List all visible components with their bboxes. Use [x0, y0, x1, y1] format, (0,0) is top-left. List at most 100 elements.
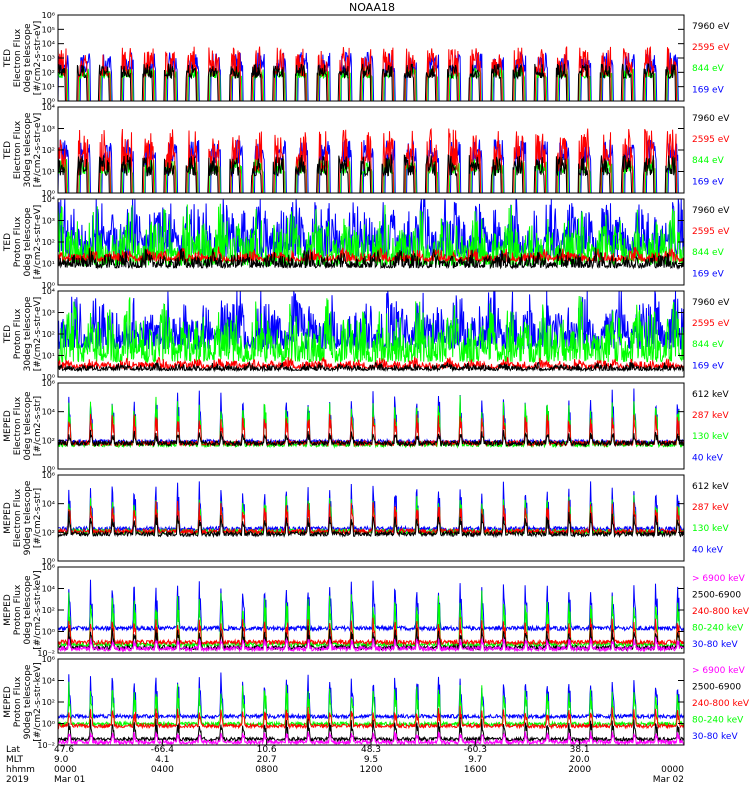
ylabel-line: 0deg telescope: [23, 575, 33, 645]
legend-entry: 7960 eV: [692, 206, 730, 216]
panel-6-frame: [57, 474, 685, 562]
y-tick-label: 10³: [42, 125, 55, 134]
panel-7-ylabel: MEPEDProton Flux0deg telescope[#/cm2-s-s…: [3, 570, 43, 649]
legend-entry: > 6900 keV: [692, 574, 746, 584]
legend-entry: 2595 eV: [692, 43, 730, 53]
y-tick-label: 10²: [42, 606, 55, 615]
ylabel-line: 0deg telescope: [23, 23, 33, 93]
legend-entry: 287 keV: [692, 411, 729, 421]
y-tick-label: 10⁰: [42, 465, 55, 474]
x-tick-label: 47.6: [54, 745, 74, 755]
legend-entry: 40 keV: [692, 453, 724, 463]
ylabel-line: 0deg telescope: [23, 207, 33, 277]
series-line-7960-ev: [58, 360, 684, 373]
series-line-844-ev: [58, 295, 684, 364]
y-tick-label: 10⁰: [42, 373, 55, 382]
series-line-7960-ev: [58, 247, 684, 270]
y-tick-label: 10⁴: [42, 40, 55, 49]
ylabel-line: Proton Flux: [13, 584, 23, 635]
ylabel-line: MEPED: [3, 686, 13, 718]
x-tick-label: 9.5: [364, 755, 378, 765]
x-tick-label: 4.1: [155, 755, 169, 765]
y-tick-label: 10²: [42, 330, 55, 339]
x-tick-label: 10.6: [257, 745, 277, 755]
panel-4-ylabel: TEDProton Flux30deg telescope[#/cm2-s-st…: [3, 296, 43, 371]
series-line-2595-ev: [58, 127, 684, 193]
legend-entry: 2500-6900: [692, 683, 741, 693]
legend-entry: 80-240 keV: [692, 624, 744, 634]
legend-entry: 240-800 keV: [692, 607, 750, 617]
ylabel-line: [#/cm2-s-str-eV]: [33, 21, 43, 96]
y-tick-label: 10⁴: [42, 677, 55, 686]
ylabel-line: 30deg telescope: [23, 112, 33, 187]
y-tick-label: 10⁰: [42, 720, 55, 729]
ylabel-line: MEPED: [3, 410, 13, 442]
ylabel-line: Electron Flux: [13, 396, 23, 455]
series-line--6900-kev: [58, 636, 684, 653]
x-tick-label: 9.0: [54, 755, 69, 765]
x-tick-label: 9.7: [468, 755, 482, 765]
x-tick-label: 0000: [54, 765, 77, 775]
panel-8-ylabel: MEPEDProton Flux90deg telescope[#/cm2-s-…: [3, 662, 43, 741]
x-tick-label: 0800: [255, 765, 278, 775]
x-tick-label: 0400: [151, 765, 174, 775]
legend-entry: 2595 eV: [692, 135, 730, 145]
legend-entry: 844 eV: [692, 156, 725, 166]
legend-entry: 130 keV: [692, 432, 729, 442]
ylabel-line: 30deg telescope: [23, 296, 33, 371]
y-tick-label: 10⁴: [42, 195, 55, 204]
ylabel-line: [#/cm2-s-str-eV]: [33, 297, 43, 372]
panel-5: 10⁰ 10² 10⁴ 10⁶ MEPEDElectron Flux0deg teles…: [3, 379, 729, 474]
ylabel-line: TED: [3, 49, 13, 68]
legend-entry: 2500-6900: [692, 591, 741, 601]
y-tick-label: 10²: [42, 436, 55, 445]
y-tick-label: 10²: [42, 146, 55, 155]
legend-entry: 169 eV: [692, 361, 725, 371]
y-tick-label: 10⁴: [42, 103, 55, 112]
x-tick-label: Mar 02: [653, 775, 684, 785]
legend-entry: 7960 eV: [692, 22, 730, 32]
panel-2-series: [58, 127, 684, 193]
legend-entry: 612 keV: [692, 482, 729, 492]
y-tick-label: 10⁴: [42, 585, 55, 594]
ylabel-line: Proton Flux: [13, 308, 23, 359]
legend-entry: 80-240 keV: [692, 716, 744, 726]
y-tick-label: 10¹: [42, 168, 55, 177]
panel-1-ylabel: TEDElectron Flux0deg telescope[#/cm2-s-s…: [3, 21, 43, 96]
x-tick-label: 20.0: [570, 755, 590, 765]
ylabel-line: [#/cm2-s-str]: [33, 396, 43, 456]
panel-6-ylabel: MEPEDElectron Flux90deg telescope[#/cm2-…: [3, 480, 43, 555]
legend-entry: 844 eV: [692, 64, 725, 74]
legend-entry: 844 eV: [692, 248, 725, 258]
y-tick-label: 10⁴: [42, 408, 55, 417]
legend-entry: 130 keV: [692, 524, 729, 534]
series-line-7960-ev: [58, 153, 684, 193]
y-tick-label: 10⁴: [42, 500, 55, 509]
y-tick-label: 10³: [42, 54, 55, 63]
y-tick-label: 10⁶: [42, 471, 55, 480]
series-line-130-kev: [58, 395, 684, 449]
ylabel-line: Electron Flux: [13, 120, 23, 179]
legend-entry: 287 keV: [692, 503, 729, 513]
series-line-240-800-kev: [58, 705, 684, 730]
panel-1-series: [58, 45, 684, 101]
panel-8-series: [58, 672, 684, 745]
ylabel-line: Proton Flux: [13, 216, 23, 267]
y-tick-label: 10³: [42, 309, 55, 318]
series-line-612-kev: [58, 429, 684, 448]
ylabel-line: 90deg telescope: [23, 480, 33, 555]
x-tick-label: 1200: [360, 765, 383, 775]
series-line-30-80-kev: [58, 579, 684, 633]
legend-entry: 844 eV: [692, 340, 725, 350]
y-tick-label: 10²: [42, 238, 55, 247]
x-row-label: hhmm: [6, 765, 35, 775]
series-line-7960-ev: [58, 62, 684, 101]
series-line-287-kev: [58, 500, 684, 536]
